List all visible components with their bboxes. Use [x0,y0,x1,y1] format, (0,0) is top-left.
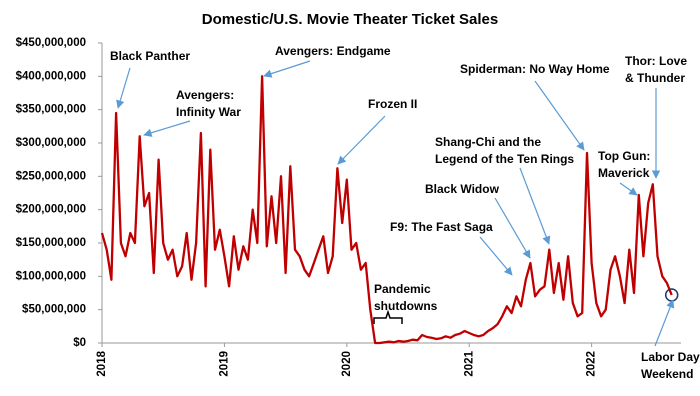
y-tick-label: $300,000,000 [16,137,86,149]
y-tick-label: $200,000,000 [16,204,86,216]
chart-title: Domestic/U.S. Movie Theater Ticket Sales [202,11,499,28]
sales-line [100,75,673,345]
y-tick-label: $450,000,000 [16,37,86,49]
y-tick-label: $250,000,000 [16,170,86,182]
x-tick-label: 2020 [341,351,353,377]
annotation-arrow [619,182,638,196]
annotation-label: Black Widow [425,182,500,196]
annotation-label: Spiderman: No Way Home [460,62,610,76]
annotation-label: Frozen II [368,97,417,111]
annotation-label: Labor Day [641,350,700,364]
annotation-label: Legend of the Ten Rings [435,152,574,166]
annotation-label: Thor: Love [625,54,687,68]
x-tick-label: 2019 [218,351,230,377]
annotation-label: F9: The Fast Saga [390,220,493,234]
x-tick-label: 2018 [96,350,108,376]
y-tick-label: $400,000,000 [16,70,86,82]
annotation-label: Pandemic [374,282,431,296]
annotation-arrow [337,115,386,165]
annotation-label: Infinity War [176,105,241,119]
annotation-label: Black Panther [110,49,190,63]
annotation-arrow [534,80,585,151]
annotation-arrow [116,67,131,109]
annotation-arrow [519,167,551,245]
y-tick-label: $0 [73,337,86,349]
annotation-arrow [494,197,531,259]
y-tick-label: $350,000,000 [16,104,86,116]
y-tick-label: $100,000,000 [16,270,86,282]
annotation-label: & Thunder [625,71,685,85]
annotation-label: Maverick [598,166,650,180]
y-tick-label: $150,000,000 [16,237,86,249]
annotation-arrow [654,299,675,347]
annotation-label: Shang-Chi and the [435,135,541,149]
x-tick-label: 2021 [463,350,475,376]
annotation-label: Weekend [641,367,693,381]
annotation-arrow [263,60,311,78]
annotation-label: Avengers: Endgame [275,44,391,58]
brace [373,309,403,324]
x-tick-label: 2022 [586,351,598,377]
y-tick-label: $50,000,000 [22,304,86,316]
annotation-label: Avengers: [176,88,234,102]
annotation-arrow [143,120,191,137]
annotation-arrow [479,236,513,276]
annotation-label: shutdowns [374,299,438,313]
annotation-label: Top Gun: [598,149,650,163]
